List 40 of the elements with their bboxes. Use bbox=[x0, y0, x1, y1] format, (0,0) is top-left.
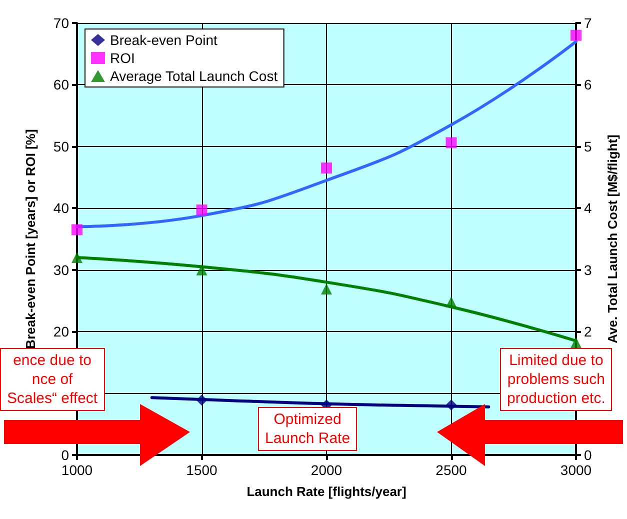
point bbox=[196, 264, 208, 276]
y-tick-label: 50 bbox=[53, 138, 70, 154]
y2-tick-label: 0 bbox=[584, 447, 592, 463]
y-tick-label: 70 bbox=[53, 15, 70, 31]
y-tick-label: 30 bbox=[53, 262, 70, 278]
point bbox=[446, 137, 457, 148]
annotation: ence due to nce of Scales“ effect bbox=[0, 348, 105, 411]
x-tick-label: 3000 bbox=[560, 462, 592, 478]
x-tick-label: 2000 bbox=[310, 462, 342, 478]
point bbox=[321, 162, 332, 174]
x-tick-label: 1500 bbox=[186, 462, 218, 478]
annotation: Optimized Launch Rate bbox=[258, 407, 358, 451]
point bbox=[570, 337, 582, 348]
point bbox=[446, 400, 457, 411]
annotation: Limited due to problems such production etc. bbox=[500, 348, 612, 411]
point bbox=[321, 283, 332, 294]
point bbox=[196, 394, 208, 406]
y-tick-label: 20 bbox=[53, 324, 70, 340]
y-tick-label: 40 bbox=[53, 200, 70, 216]
y2-tick-label: 4 bbox=[584, 200, 592, 216]
y-tick-label: 0 bbox=[61, 447, 70, 463]
y-tick-label: 60 bbox=[53, 76, 70, 93]
point bbox=[72, 224, 82, 236]
point bbox=[446, 296, 457, 308]
legend-label: Break-even Point bbox=[110, 32, 218, 48]
y2-tick-label: 6 bbox=[584, 76, 592, 93]
y2-tick-label: 5 bbox=[584, 138, 592, 154]
point bbox=[196, 204, 208, 216]
y2-tick-label: 2 bbox=[584, 324, 592, 340]
legend-label: Average Total Launch Cost bbox=[110, 68, 278, 84]
y2-tick-label: 7 bbox=[584, 15, 592, 31]
point bbox=[72, 252, 82, 264]
legend-label: ROI bbox=[110, 50, 135, 66]
y2-axis-title: Ave. Total Launch Cost [M$/flight] bbox=[605, 134, 620, 344]
x-tick-label: 1000 bbox=[61, 462, 93, 478]
y2-tick-label: 3 bbox=[584, 262, 592, 278]
x-tick-label: 2500 bbox=[436, 462, 468, 478]
point bbox=[570, 30, 582, 41]
y-axis-title: Break-even Point [years] or ROI [%] bbox=[23, 129, 38, 349]
x-axis-title: Launch Rate [flights/year] bbox=[246, 484, 406, 499]
